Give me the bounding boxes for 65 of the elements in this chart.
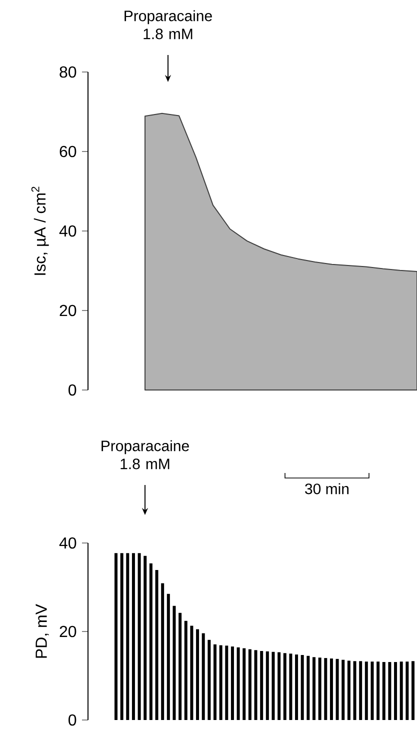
bar <box>132 553 135 720</box>
bar <box>166 594 170 720</box>
bar <box>254 650 258 720</box>
bar <box>225 646 228 720</box>
bar <box>278 652 281 720</box>
bar <box>272 652 275 720</box>
text: Proparacaine 1.8 mM <box>102 440 189 470</box>
y-axis-title: PD, mV <box>36 604 49 658</box>
bar <box>330 658 333 720</box>
y-tick-label: 0 <box>68 714 76 726</box>
bar <box>342 660 345 720</box>
bar <box>382 662 386 720</box>
y-tick-label: 80 <box>60 66 76 78</box>
bar <box>359 661 362 720</box>
bar <box>336 658 339 720</box>
text: 30 min <box>305 483 349 494</box>
bar <box>230 646 234 720</box>
bar <box>300 654 304 720</box>
bar <box>190 626 194 720</box>
text: Proparacaine 1.8 mM <box>124 10 212 40</box>
bar <box>406 662 409 720</box>
bar <box>219 645 222 720</box>
bar <box>178 612 182 720</box>
bar <box>353 661 356 720</box>
bar <box>394 662 398 720</box>
bar <box>114 553 118 720</box>
bar <box>184 620 188 720</box>
bar <box>260 650 264 720</box>
bar <box>306 656 310 720</box>
bar <box>388 662 392 720</box>
bar <box>126 553 130 720</box>
y-tick-label: 0 <box>68 384 76 396</box>
bar <box>400 662 403 720</box>
bar <box>248 649 252 720</box>
bar <box>208 640 211 720</box>
bar <box>242 648 246 720</box>
bar <box>196 629 200 720</box>
bar <box>370 662 374 720</box>
bar <box>289 654 292 720</box>
bar <box>376 662 380 720</box>
bar <box>266 651 269 720</box>
bar <box>283 653 286 720</box>
y-tick-label: 60 <box>60 146 76 158</box>
bar <box>144 556 147 720</box>
bar <box>324 658 328 720</box>
bar <box>138 553 141 720</box>
bar <box>312 657 316 720</box>
bar <box>161 583 164 720</box>
y-tick-label: 20 <box>60 304 76 316</box>
bar <box>347 660 350 720</box>
y-tick-label: 40 <box>59 225 76 237</box>
bar <box>318 658 322 720</box>
bar <box>149 563 152 720</box>
bar <box>236 647 240 720</box>
bar <box>411 661 414 720</box>
y-tick-label: 40 <box>59 537 76 549</box>
y-tick-label: 20 <box>60 626 76 638</box>
bar <box>120 553 124 720</box>
bar <box>295 654 298 720</box>
bar <box>202 633 205 720</box>
bar <box>364 662 368 720</box>
bar <box>214 644 216 720</box>
y-axis-title: Isc, µA / cm$^{2}$ <box>31 186 49 275</box>
bar <box>172 606 176 720</box>
bar <box>155 570 158 720</box>
